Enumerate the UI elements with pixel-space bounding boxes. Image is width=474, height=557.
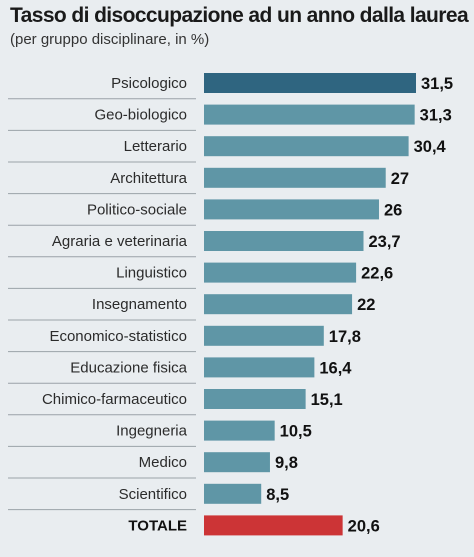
category-label-psicologico: Psicologico [111,75,187,92]
category-label-insegnamento: Insegnamento [92,296,187,313]
chart-subtitle: (per gruppo disciplinare, in %) [10,31,210,48]
value-label-ingegneria: 10,5 [280,423,312,441]
category-label-agraria-e-veterinaria: Agraria e veterinaria [52,233,188,250]
value-label-educazione-fisica: 16,4 [319,359,352,377]
value-label-architettura: 27 [391,170,409,188]
value-label-politico-sociale: 26 [384,201,402,219]
category-label-educazione-fisica: Educazione fisica [70,359,187,376]
category-label-letterario: Letterario [124,138,187,155]
bar-politico-sociale [204,199,379,220]
bar-letterario [204,136,409,157]
category-label-economico-statistico: Economico-statistico [49,328,187,345]
category-label-scientifico: Scientifico [119,486,187,503]
category-label-totale: TOTALE [128,517,187,534]
bar-medico [204,452,270,473]
category-label-architettura: Architettura [110,170,187,187]
value-label-chimico-farmaceutico: 15,1 [311,391,343,409]
bar-insegnamento [204,294,353,315]
bar-ingegneria [204,420,275,441]
bar-linguistico [204,262,357,283]
value-label-agraria-e-veterinaria: 23,7 [369,233,401,251]
value-label-medico: 9,8 [275,454,298,472]
category-label-chimico-farmaceutico: Chimico-farmaceutico [42,391,187,408]
bar-architettura [204,167,386,188]
category-label-geo-biologico: Geo-biologico [94,107,187,124]
bar-educazione-fisica [204,357,315,378]
value-label-geo-biologico: 31,3 [420,107,452,125]
category-label-linguistico: Linguistico [116,265,187,282]
category-label-politico-sociale: Politico-sociale [87,201,187,218]
category-label-ingegneria: Ingegneria [116,423,188,440]
value-label-economico-statistico: 17,8 [329,328,361,346]
bar-geo-biologico [204,104,415,125]
bar-totale [204,515,343,536]
category-label-medico: Medico [139,454,187,471]
bar-economico-statistico [204,325,324,346]
bar-psicologico [204,73,416,93]
chart-title: Tasso di disoccupazione ad un anno dalla… [10,4,469,27]
bar-agraria-e-veterinaria [204,231,364,251]
value-label-psicologico: 31,5 [421,75,453,93]
value-label-linguistico: 22,6 [361,265,393,283]
value-label-scientifico: 8,5 [266,486,289,504]
value-label-totale: 20,6 [348,517,380,535]
bar-scientifico [204,483,262,504]
value-label-letterario: 30,4 [414,138,447,156]
bar-chimico-farmaceutico [204,389,306,409]
value-label-insegnamento: 22 [357,296,375,314]
